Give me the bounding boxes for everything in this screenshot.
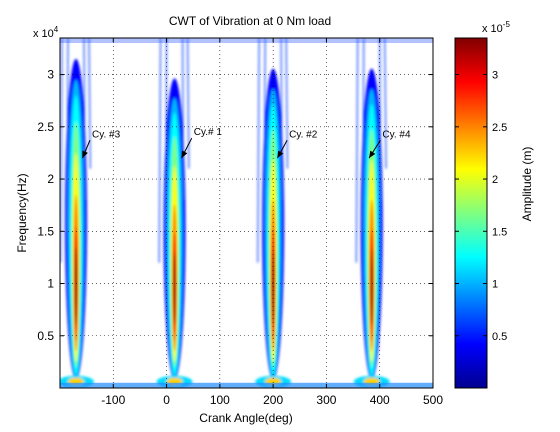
cycle-band-1 (60, 38, 94, 388)
band-streak-4 (88, 38, 91, 169)
band-streak-3 (280, 38, 283, 200)
annotation-arrow-head (369, 150, 376, 159)
colorbar-tick-label: 2 (492, 174, 498, 186)
band-streak-2 (263, 38, 266, 232)
band-streak-1 (60, 38, 63, 263)
annotation-label: Cy. #4 (382, 129, 411, 140)
annotation-label: Cy. #2 (289, 129, 318, 140)
x-tick-label: 500 (423, 393, 443, 407)
colorbar-tick-label: 2.5 (492, 122, 507, 134)
chart-title: CWT of Vibration at 0 Nm load (169, 14, 331, 28)
x-axis: -100 0 100 200 300 400 500 (101, 38, 443, 407)
y-exponent-label: x 104 (33, 25, 59, 40)
band-streak-1 (257, 38, 260, 263)
band-streak-2 (362, 38, 365, 232)
colorbar-tick-label: 1.5 (492, 226, 507, 238)
y-axis: 0.5 1 1.5 2 2.5 3 (37, 68, 433, 343)
band-layer-8 (74, 246, 78, 326)
band-streak-3 (83, 38, 86, 200)
band-streak-4 (186, 38, 190, 169)
y-tick-label: 2.5 (37, 120, 54, 134)
x-tick-label: 300 (316, 393, 336, 407)
colorbar-tick-label: 1 (492, 279, 498, 291)
band-layer-8 (271, 249, 275, 326)
annotation-arrow-head (277, 150, 284, 159)
band-layer-8 (370, 249, 373, 326)
colorbar-exponent-base: x 10 (482, 23, 503, 35)
x-tick-label: 100 (210, 393, 230, 407)
cycle-annotation: Cy. #4 (368, 129, 411, 159)
cwt-heatmap (60, 38, 433, 388)
band-streak-3 (379, 38, 382, 200)
y-tick-label: 1.5 (37, 224, 54, 238)
y-tick-label: 0.5 (37, 329, 54, 343)
colorbar-label: Amplitude (m) (520, 147, 534, 222)
x-tick-label: 200 (263, 393, 283, 407)
colorbar-exponent-power: -5 (503, 20, 511, 29)
colorbar-tick-label: 0.5 (492, 331, 507, 343)
cycle-annotation: Cy. #3 (81, 129, 121, 159)
band-streak-1 (355, 38, 359, 263)
cycle-band-3 (255, 38, 292, 388)
low-frequency-floor (60, 382, 433, 388)
colorbar-exponent-label: x 10-5 (482, 20, 510, 35)
y-tick-label: 1 (47, 277, 54, 291)
cycle-band-4 (353, 38, 390, 388)
band-streak-2 (66, 38, 69, 232)
cycle-annotation: Cy. #2 (276, 129, 318, 159)
band-streak-4 (285, 38, 289, 169)
x-tick-label: -100 (101, 393, 125, 407)
annotations: Cy. #3 Cy.# 1 Cy. #2 Cy. #4 (81, 127, 411, 159)
x-axis-label: Crank Angle(deg) (199, 411, 292, 425)
y-exponent-power: 4 (54, 25, 59, 34)
y-axis-label: Frequency(Hz) (15, 173, 29, 252)
y-tick-label: 2 (47, 172, 54, 186)
y-exponent-base: x 10 (33, 28, 54, 40)
y-tick-label: 3 (47, 68, 54, 82)
annotation-label: Cy. #3 (92, 129, 121, 140)
band-streak-1 (158, 38, 162, 263)
annotation-label: Cy.# 1 (194, 127, 223, 138)
band-streak-3 (181, 38, 184, 200)
annotation-arrow-head (181, 150, 188, 159)
band-layer-8 (173, 251, 176, 326)
band-streak-4 (384, 38, 387, 169)
cycle-annotation: Cy.# 1 (181, 127, 223, 159)
x-tick-label: 400 (370, 393, 390, 407)
colorbar-tick-label: 3 (492, 70, 498, 82)
top-edge-noise (60, 38, 433, 43)
colorbar (455, 38, 487, 388)
plot-frame (59, 37, 434, 389)
cycle-band-2 (156, 38, 193, 388)
x-tick-label: 0 (163, 393, 170, 407)
colorbar-axis: 0.5 1 1.5 2 2.5 3 (455, 70, 507, 343)
colorbar-frame (454, 37, 488, 389)
annotation-arrow-head (82, 150, 88, 159)
